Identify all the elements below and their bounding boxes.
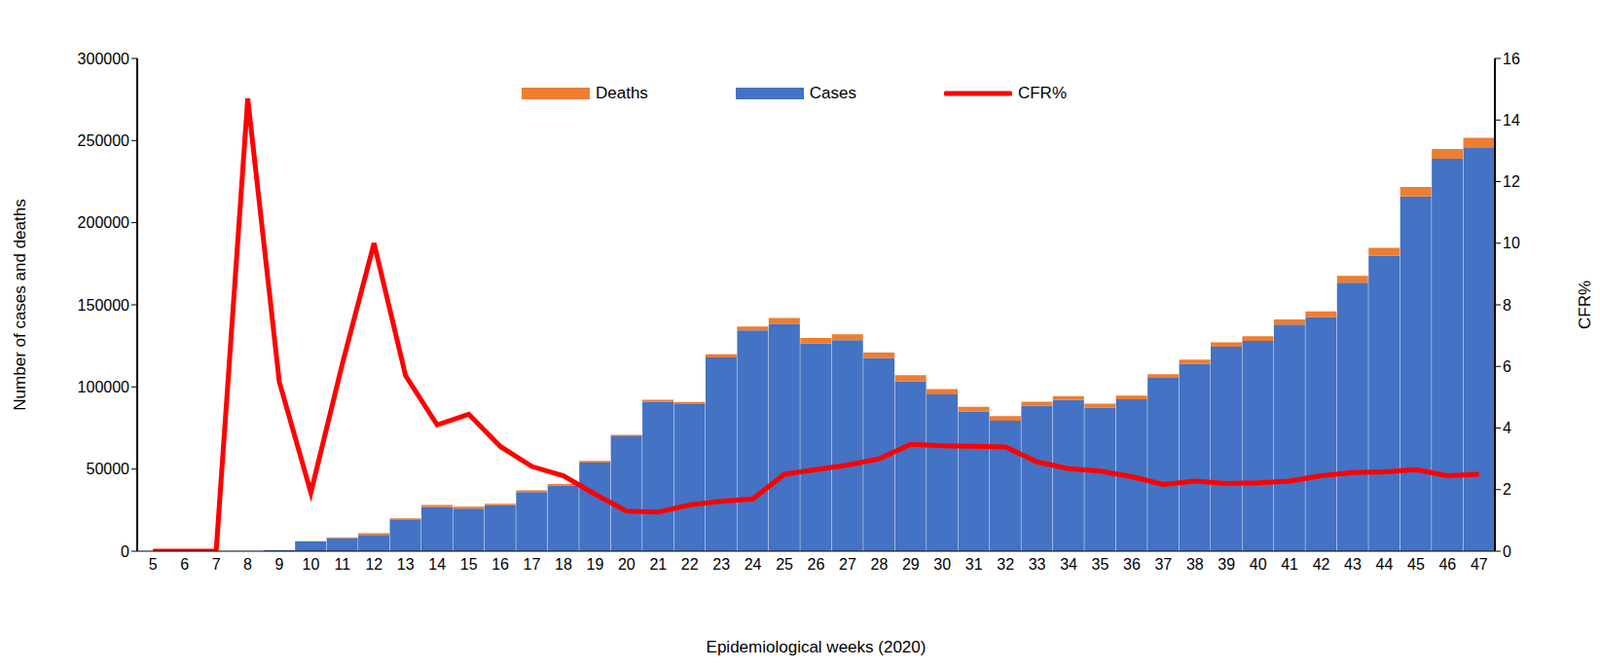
svg-text:24: 24 bbox=[744, 555, 763, 573]
svg-text:10: 10 bbox=[1502, 234, 1521, 252]
svg-text:32: 32 bbox=[996, 555, 1015, 573]
svg-text:Number of cases and deaths: Number of cases and deaths bbox=[10, 198, 30, 410]
svg-text:36: 36 bbox=[1123, 555, 1141, 573]
html-text:Deaths: Deaths bbox=[595, 83, 649, 103]
svg-text:14: 14 bbox=[1502, 111, 1521, 129]
svg-text:150000: 150000 bbox=[77, 296, 130, 314]
svg-text:50000: 50000 bbox=[86, 460, 131, 477]
svg-text:Epidemiological weeks (2020): Epidemiological weeks (2020) bbox=[706, 637, 927, 656]
svg-text:15: 15 bbox=[460, 555, 478, 573]
svg-text:16: 16 bbox=[491, 555, 510, 573]
svg-text:47: 47 bbox=[1470, 555, 1489, 573]
svg-text:0: 0 bbox=[1502, 543, 1512, 560]
svg-text:12: 12 bbox=[364, 555, 383, 573]
svg-text:41: 41 bbox=[1280, 555, 1299, 573]
svg-text:39: 39 bbox=[1217, 555, 1236, 573]
svg-text:10: 10 bbox=[302, 555, 321, 573]
svg-text:11: 11 bbox=[334, 555, 352, 573]
svg-text:100000: 100000 bbox=[77, 378, 130, 396]
svg-text:250000: 250000 bbox=[77, 132, 130, 149]
svg-text:17: 17 bbox=[523, 555, 542, 573]
svg-text:2: 2 bbox=[1502, 480, 1512, 498]
svg-text:29: 29 bbox=[902, 555, 920, 573]
svg-text:28: 28 bbox=[870, 555, 888, 573]
svg-text:22: 22 bbox=[681, 555, 699, 573]
svg-text:34: 34 bbox=[1059, 555, 1078, 573]
svg-text:38: 38 bbox=[1186, 555, 1204, 573]
svg-text:14: 14 bbox=[428, 555, 446, 573]
svg-text:20: 20 bbox=[618, 555, 636, 573]
svg-text:33: 33 bbox=[1028, 555, 1047, 573]
svg-text:40: 40 bbox=[1249, 555, 1268, 573]
svg-text:6: 6 bbox=[1502, 358, 1512, 375]
svg-text:0: 0 bbox=[120, 543, 130, 560]
svg-text:25: 25 bbox=[775, 555, 794, 573]
svg-text:13: 13 bbox=[397, 555, 415, 573]
svg-text:42: 42 bbox=[1312, 555, 1331, 573]
svg-text:CFR%: CFR% bbox=[1575, 280, 1593, 329]
svg-text:8: 8 bbox=[243, 555, 253, 573]
html-text:Cases: Cases bbox=[809, 83, 857, 103]
svg-text:300000: 300000 bbox=[77, 50, 130, 68]
svg-text:7: 7 bbox=[212, 555, 221, 573]
svg-text:4: 4 bbox=[1502, 419, 1512, 437]
svg-text:9: 9 bbox=[275, 555, 285, 573]
svg-text:6: 6 bbox=[180, 555, 189, 573]
svg-text:31: 31 bbox=[965, 555, 983, 573]
svg-text:46: 46 bbox=[1438, 555, 1456, 573]
svg-text:19: 19 bbox=[586, 555, 605, 573]
svg-text:30: 30 bbox=[933, 555, 951, 573]
html-text:CFR%: CFR% bbox=[1017, 83, 1067, 103]
svg-text:12: 12 bbox=[1502, 173, 1521, 190]
svg-text:35: 35 bbox=[1091, 555, 1110, 573]
svg-text:8: 8 bbox=[1502, 296, 1512, 314]
svg-text:44: 44 bbox=[1376, 555, 1394, 573]
svg-text:43: 43 bbox=[1344, 555, 1362, 573]
svg-text:18: 18 bbox=[554, 555, 573, 573]
svg-text:45: 45 bbox=[1407, 555, 1425, 573]
svg-text:200000: 200000 bbox=[77, 214, 130, 231]
svg-text:26: 26 bbox=[807, 555, 826, 573]
svg-text:37: 37 bbox=[1154, 555, 1172, 573]
svg-text:16: 16 bbox=[1502, 50, 1521, 68]
svg-text:5: 5 bbox=[148, 555, 158, 573]
svg-text:23: 23 bbox=[712, 555, 730, 573]
svg-text:21: 21 bbox=[649, 555, 667, 573]
svg-text:27: 27 bbox=[838, 555, 857, 573]
